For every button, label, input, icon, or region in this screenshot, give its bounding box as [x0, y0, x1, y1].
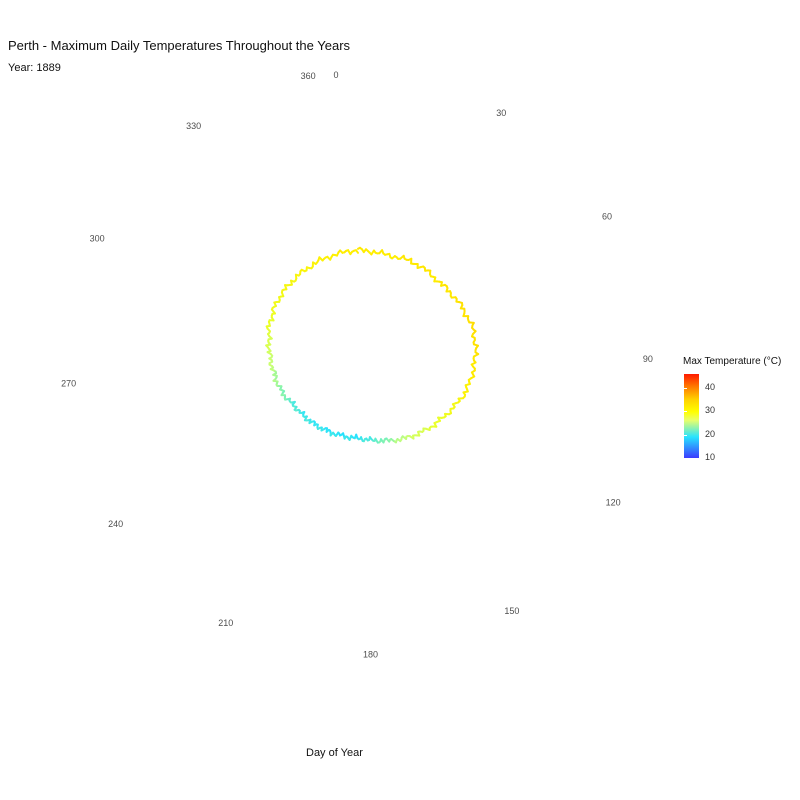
chart-title: Perth - Maximum Daily Temperatures Throu… [8, 38, 351, 53]
legend-tick-mark [684, 388, 687, 389]
angle-tick-330: 330 [186, 121, 201, 131]
angle-tick-labels: 0 30 60 90 120 150 180 210 240 270 300 330 360 [61, 70, 653, 660]
temperature-line-segment [355, 249, 359, 254]
angle-tick-60: 60 [602, 211, 612, 221]
x-axis-label: Day of Year [306, 747, 363, 759]
angle-tick-270: 270 [61, 379, 76, 389]
angle-tick-180: 180 [363, 650, 378, 660]
legend-tick-40: 40 [705, 382, 716, 392]
legend-tick-20: 20 [705, 428, 716, 439]
legend-tick-30: 30 [705, 405, 716, 416]
angle-tick-30: 30 [496, 108, 506, 118]
legend-title: Max Temperature (°C) [683, 356, 782, 367]
angle-tick-0: 0 [333, 70, 338, 80]
legend-colorbar [684, 374, 699, 458]
angle-tick-300: 300 [90, 233, 105, 243]
angle-tick-90: 90 [643, 354, 653, 364]
legend-tick-mark [684, 411, 687, 413]
legend-tick-mark [684, 434, 687, 436]
legend-tick-10: 10 [705, 452, 716, 462]
legend-tick-mark [684, 458, 687, 459]
angle-tick-360: 360 [301, 71, 316, 81]
angle-tick-210: 210 [218, 618, 233, 628]
angle-tick-240: 240 [108, 519, 123, 529]
temperature-series [265, 246, 480, 444]
chart-subtitle: Year: 1889 [8, 62, 61, 74]
color-legend: Max Temperature (°C) 10 20 30 40 [683, 356, 798, 466]
angle-tick-150: 150 [504, 606, 519, 616]
angle-tick-120: 120 [606, 498, 621, 508]
